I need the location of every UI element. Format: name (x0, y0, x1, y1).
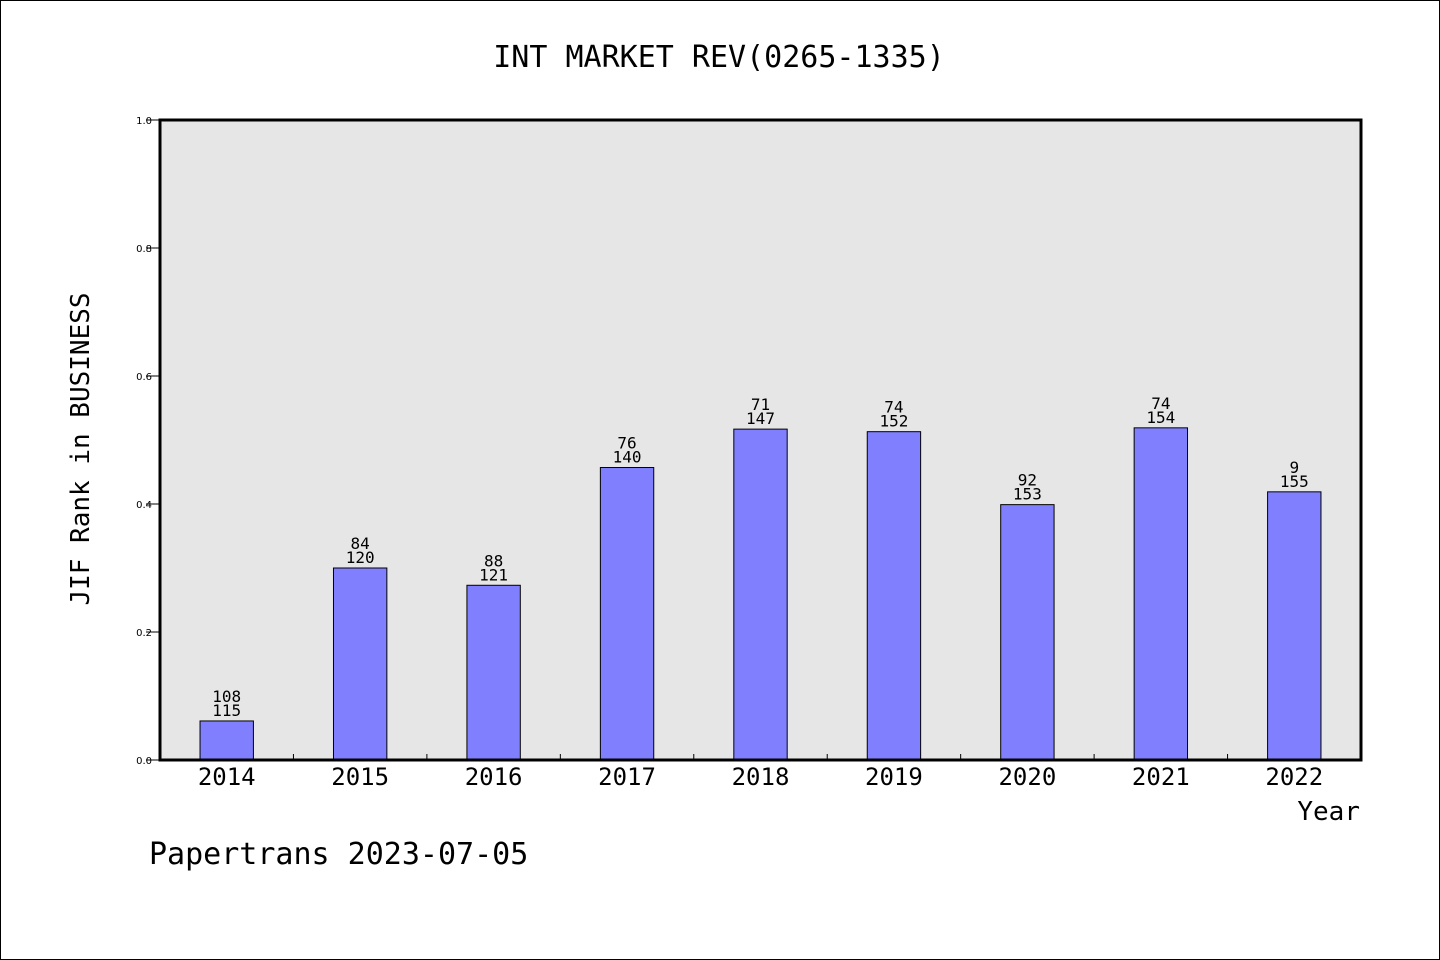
bar-rank-label: 71 (751, 395, 770, 414)
x-tick-label: 2020 (998, 763, 1056, 791)
bar-rank-label: 108 (212, 687, 241, 706)
bar-total-label: 154 (1146, 408, 1175, 427)
x-tick-label: 2015 (331, 763, 389, 791)
x-tick-label: 2017 (598, 763, 656, 791)
bar-2014 (199, 720, 254, 761)
bar-rank-label: 9 (1289, 458, 1299, 477)
bar-2020 (1000, 504, 1055, 761)
bar-2021 (1133, 427, 1189, 761)
bar-total-label: 120 (346, 548, 375, 567)
x-tick-label: 2014 (198, 763, 256, 791)
bar-total-label: 153 (1013, 485, 1042, 504)
y-tick-label: 0.8 (136, 244, 152, 255)
bar-2022 (1267, 491, 1322, 761)
bars (199, 427, 1322, 761)
y-tick-label: 0.2 (136, 628, 152, 639)
x-tick-label: 2022 (1265, 763, 1323, 791)
x-tick-label: 2018 (732, 763, 790, 791)
x-axis-ticks: 2014 2015 2016 2017 2018 2019 2020 2021 2022 (198, 754, 1323, 791)
bar-rank-label: 74 (884, 398, 903, 417)
x-tick-label: 2016 (465, 763, 523, 791)
y-tick-label: 1.0 (136, 116, 152, 127)
y-axis-ticks: 0.0 0.2 0.4 0.6 0.8 1.0 (136, 116, 160, 767)
bar-2019 (866, 431, 922, 761)
plot-frame (158, 118, 1363, 762)
y-tick-label: 0.6 (136, 372, 152, 383)
x-axis-label: Year (1297, 797, 1360, 827)
bar-rank-label: 74 (1151, 394, 1170, 413)
bar-total-label: 115 (212, 701, 241, 720)
y-tick-label: 0.0 (136, 756, 152, 767)
footer-watermark: Papertrans 2023-07-05 (149, 837, 528, 872)
bar-2017 (599, 467, 655, 761)
bar-total-label: 155 (1280, 472, 1309, 491)
bar-rank-label: 84 (351, 534, 370, 553)
bar-total-label: 147 (746, 409, 775, 428)
bar-total-label: 140 (613, 448, 642, 467)
x-tick-label: 2019 (865, 763, 923, 791)
bar-total-label: 152 (879, 412, 908, 431)
chart-title: INT MARKET REV(0265-1335) (493, 40, 945, 75)
bar-2016 (466, 584, 521, 761)
bar-rank-label: 76 (617, 434, 636, 453)
bar-2015 (332, 567, 388, 761)
x-tick-label: 2021 (1132, 763, 1190, 791)
bar-2018 (733, 428, 788, 761)
bar-rank-label: 88 (484, 551, 503, 570)
y-tick-label: 0.4 (136, 500, 152, 511)
bar-total-label: 121 (479, 565, 508, 584)
bar-rank-label: 92 (1018, 471, 1037, 490)
y-axis-label: JIF Rank in BUSINESS (66, 292, 96, 605)
